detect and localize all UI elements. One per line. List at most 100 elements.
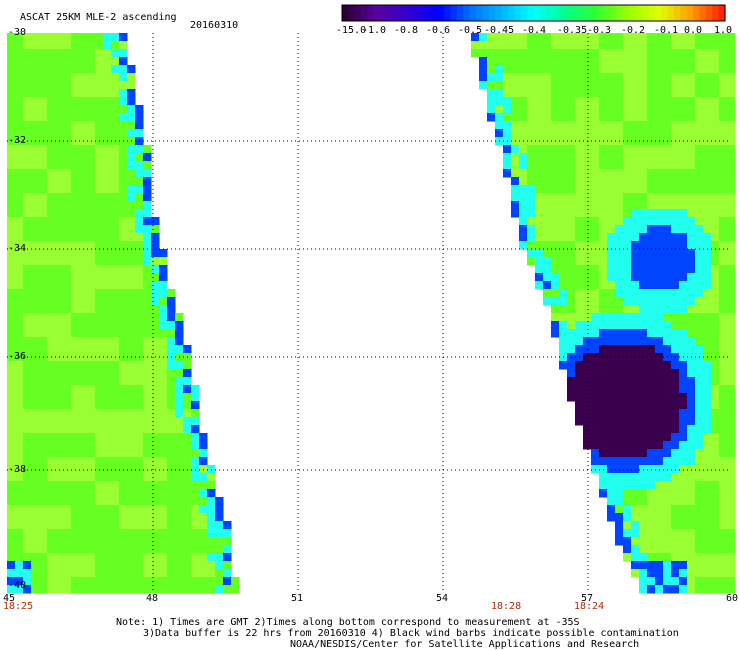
wind-cell	[39, 233, 48, 242]
wind-cell	[135, 129, 144, 138]
colorbar-swatch	[705, 5, 713, 21]
wind-cell	[543, 249, 552, 258]
wind-cell	[159, 337, 168, 346]
wind-cell	[519, 145, 528, 154]
wind-cell	[551, 201, 560, 210]
wind-cell	[647, 345, 656, 354]
wind-cell	[519, 65, 528, 74]
wind-cell	[31, 393, 40, 402]
wind-cell	[695, 105, 704, 114]
wind-cell	[615, 441, 624, 450]
wind-cell	[639, 545, 648, 554]
wind-cell	[7, 337, 16, 346]
wind-cell	[711, 73, 720, 82]
wind-cell	[127, 297, 136, 306]
wind-cell	[119, 49, 128, 58]
wind-cell	[31, 169, 40, 178]
wind-cell	[727, 321, 736, 330]
wind-cell	[527, 33, 536, 42]
wind-cell	[583, 121, 592, 130]
wind-cell	[79, 337, 88, 346]
wind-cell	[607, 81, 616, 90]
wind-cell	[567, 33, 576, 42]
wind-cell	[111, 473, 120, 482]
wind-cell	[103, 577, 112, 586]
wind-cell	[655, 233, 664, 242]
colorbar-swatch	[571, 5, 579, 21]
wind-cell	[7, 41, 16, 50]
wind-cell	[159, 537, 168, 546]
colorbar-swatch	[520, 5, 528, 21]
wind-cell	[39, 321, 48, 330]
wind-cell	[663, 489, 672, 498]
wind-cell	[87, 417, 96, 426]
wind-cell	[87, 121, 96, 130]
wind-cell	[167, 289, 176, 298]
wind-cell	[167, 553, 176, 562]
wind-cell	[647, 473, 656, 482]
wind-cell	[15, 497, 24, 506]
wind-cell	[63, 481, 72, 490]
wind-cell	[727, 201, 736, 210]
wind-cell	[703, 201, 712, 210]
wind-cell	[47, 313, 56, 322]
wind-cell	[191, 441, 200, 450]
wind-cell	[575, 249, 584, 258]
wind-cell	[671, 89, 680, 98]
wind-cell	[223, 577, 232, 586]
wind-cell	[143, 145, 152, 154]
wind-cell	[7, 529, 16, 538]
wind-cell	[175, 321, 184, 330]
wind-cell	[7, 121, 16, 130]
wind-cell	[719, 433, 728, 442]
wind-cell	[7, 433, 16, 442]
wind-cell	[39, 313, 48, 322]
wind-cell	[711, 537, 720, 546]
wind-cell	[599, 289, 608, 298]
wind-cell	[535, 81, 544, 90]
wind-cell	[159, 345, 168, 354]
wind-cell	[23, 361, 32, 370]
wind-cell	[135, 465, 144, 474]
wind-cell	[695, 225, 704, 234]
wind-cell	[143, 305, 152, 314]
wind-cell	[567, 249, 576, 258]
wind-cell	[207, 553, 216, 562]
wind-cell	[87, 489, 96, 498]
wind-cell	[175, 545, 184, 554]
wind-cell	[647, 265, 656, 274]
wind-cell	[55, 185, 64, 194]
wind-cell	[679, 329, 688, 338]
wind-cell	[679, 457, 688, 466]
wind-cell	[111, 385, 120, 394]
wind-cell	[111, 417, 120, 426]
wind-cell	[15, 33, 24, 42]
wind-cell	[167, 537, 176, 546]
wind-cell	[71, 73, 80, 82]
wind-cell	[527, 185, 536, 194]
wind-cell	[655, 33, 664, 42]
wind-cell	[79, 417, 88, 426]
wind-cell	[663, 577, 672, 586]
wind-cell	[23, 145, 32, 154]
wind-cell	[127, 497, 136, 506]
wind-cell	[671, 345, 680, 354]
wind-cell	[607, 49, 616, 58]
wind-cell	[135, 377, 144, 386]
wind-cell	[55, 65, 64, 74]
wind-cell	[55, 425, 64, 434]
wind-cell	[79, 97, 88, 106]
wind-cell	[711, 337, 720, 346]
wind-cell	[71, 577, 80, 586]
wind-cell	[79, 81, 88, 90]
wind-cell	[727, 305, 736, 314]
wind-cell	[567, 177, 576, 186]
wind-cell	[559, 129, 568, 138]
wind-cell	[591, 49, 600, 58]
wind-cell	[583, 153, 592, 162]
wind-cell	[695, 129, 704, 138]
wind-cell	[583, 273, 592, 282]
wind-cell	[703, 321, 712, 330]
wind-cell	[527, 249, 536, 258]
wind-cell	[95, 49, 104, 58]
